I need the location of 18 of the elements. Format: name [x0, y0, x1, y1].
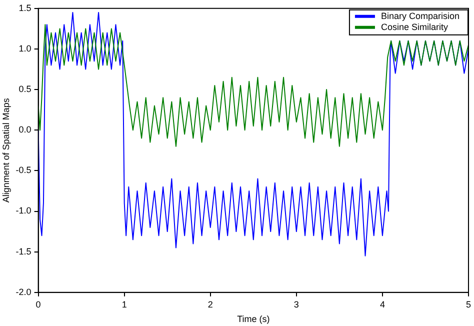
y-tick-label: -2.0	[16, 286, 32, 297]
x-tick-label: 1	[122, 299, 127, 310]
y-tick-label: 1.0	[18, 43, 32, 54]
x-axis-title: Time (s)	[237, 314, 270, 324]
y-tick-label: -0.5	[16, 165, 32, 176]
x-tick-label: 0	[36, 299, 41, 310]
x-tick-label: 4	[380, 299, 385, 310]
y-tick-label: 0.0	[18, 124, 32, 135]
legend-label: Cosine Similarity	[380, 22, 448, 32]
y-tick-label: 1.5	[18, 2, 32, 13]
x-tick-label: 2	[208, 299, 213, 310]
x-tick-label: 5	[466, 299, 472, 310]
y-axis-title: Alignment of Spatial Maps	[0, 98, 11, 203]
x-tick-label: 3	[294, 299, 299, 310]
y-tick-label: -1.0	[16, 206, 32, 216]
legend-label: Binary Comparision	[380, 10, 460, 21]
y-tick-label: 0.5	[18, 84, 32, 94]
y-tick-label: -1.5	[16, 246, 32, 256]
